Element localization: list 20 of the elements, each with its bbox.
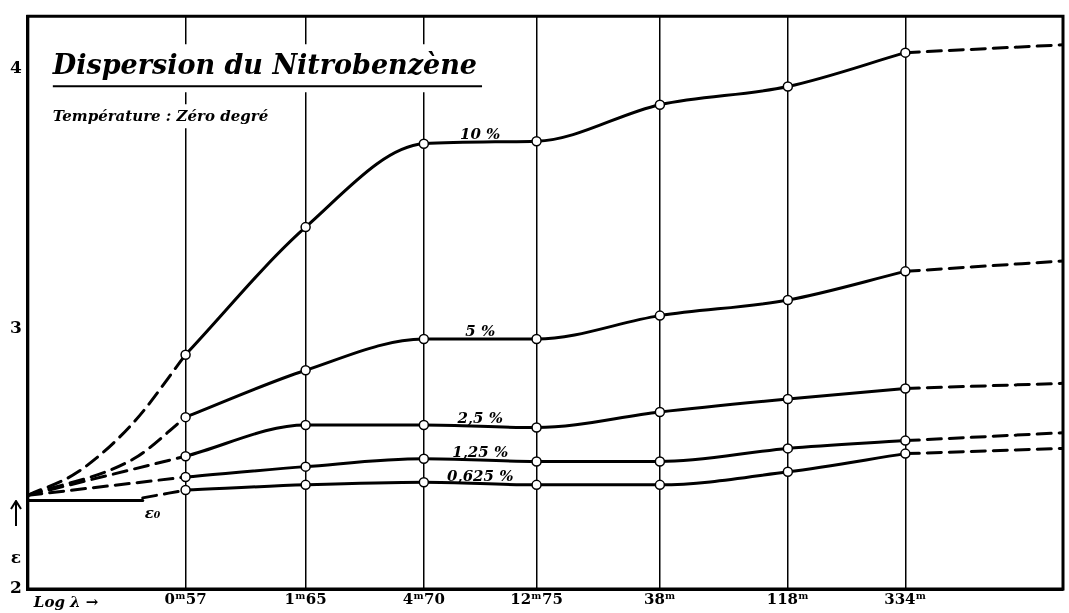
series-label: 5 % bbox=[465, 322, 496, 341]
series-label: 0,625 % bbox=[446, 466, 514, 485]
text: Température : Zéro degré bbox=[52, 107, 269, 126]
x-tick-label: 12ᵐ75 bbox=[510, 589, 563, 608]
text: Dispersion du Nitrobenzène bbox=[51, 49, 478, 81]
y-tick-label: 3 bbox=[9, 317, 22, 338]
series-label: 10 % bbox=[460, 125, 501, 144]
y-tick-label: 4 bbox=[9, 56, 22, 77]
x-tick-label: 118ᵐ bbox=[766, 589, 810, 608]
series-label: 2,5 % bbox=[456, 409, 503, 428]
x-tick-label: 334ᵐ bbox=[884, 589, 927, 608]
y-axis-title: ε bbox=[10, 546, 22, 567]
x-tick-label: 38ᵐ bbox=[643, 589, 676, 608]
x-tick-label: 1ᵐ65 bbox=[284, 589, 327, 608]
x-tick-label: 4ᵐ70 bbox=[402, 589, 445, 608]
series-label: 1,25 % bbox=[452, 443, 509, 462]
x-axis-title: Log λ → bbox=[32, 593, 99, 611]
x-tick-label: 0ᵐ57 bbox=[164, 589, 207, 608]
series-label: ε₀ bbox=[144, 504, 161, 523]
y-tick-label: 2 bbox=[9, 577, 22, 598]
